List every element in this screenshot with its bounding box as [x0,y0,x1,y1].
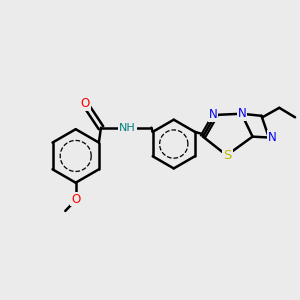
Text: O: O [71,193,80,206]
Text: N: N [268,131,277,144]
Text: N: N [238,106,247,120]
Text: S: S [223,149,232,162]
Text: O: O [81,98,90,110]
Text: N: N [208,108,217,121]
Text: NH: NH [119,123,136,133]
